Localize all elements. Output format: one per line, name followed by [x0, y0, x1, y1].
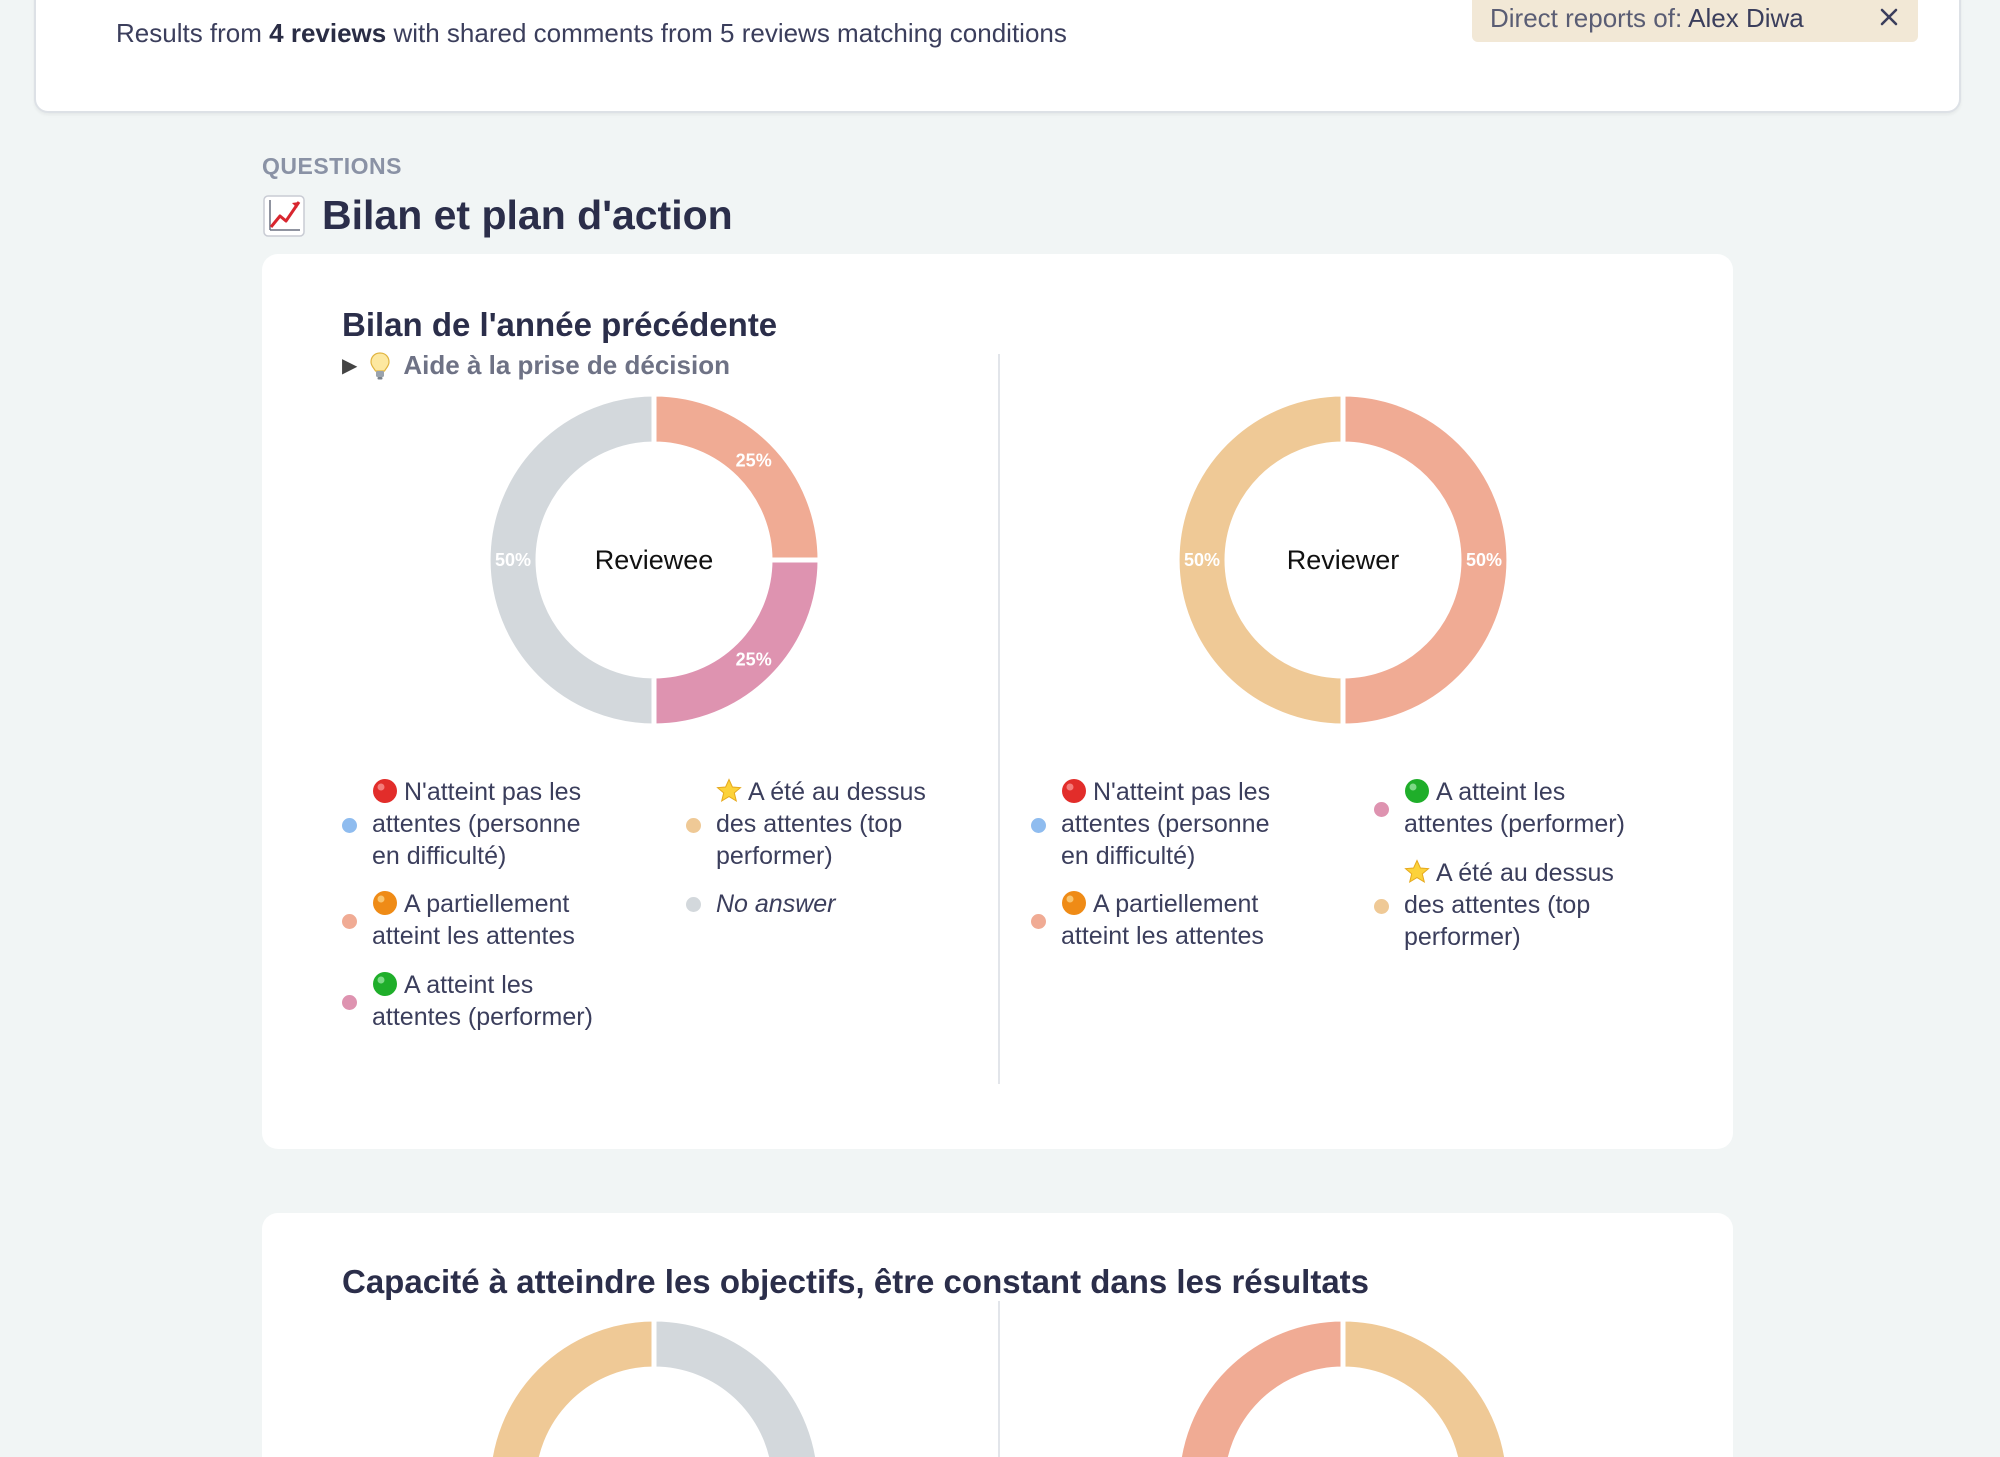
legend-dot — [1031, 818, 1046, 833]
legend-item: A atteint les attentes (performer) — [342, 969, 602, 1033]
legend-item: N'atteint pas les attentes (personne en … — [342, 776, 602, 872]
orange-circle-icon — [1062, 891, 1086, 915]
question-card: Capacité à atteindre les objectifs, être… — [262, 1213, 1733, 1457]
red-circle-icon — [1062, 779, 1086, 803]
legend-dot — [686, 818, 701, 833]
legend-item: A été au dessus des attentes (top perfor… — [686, 776, 946, 872]
green-circle-icon — [373, 972, 397, 996]
donut-segment — [487, 1317, 657, 1457]
slice-label: 50% — [495, 550, 531, 570]
slice-label: 50% — [1184, 550, 1220, 570]
filter-chip[interactable]: Direct reports of: Alex Diwa — [1472, 0, 1918, 42]
question-title: Capacité à atteindre les objectifs, être… — [342, 1263, 1370, 1300]
slice-label: 25% — [736, 650, 772, 670]
results-summary: Results from 4 reviews with shared comme… — [116, 18, 1067, 48]
legend-item: A atteint les attentes (performer) — [1374, 776, 1634, 840]
section-title: Bilan et plan d'action — [262, 192, 733, 239]
legend-item: A partiellement atteint les attentes — [342, 888, 602, 952]
question-card: Bilan de l'année précédente ▶ Aide à la … — [262, 254, 1733, 1149]
caret-right-icon: ▶ — [342, 355, 358, 377]
decision-help-toggle[interactable]: ▶ Aide à la prise de décision — [342, 350, 730, 380]
legend-dot — [342, 914, 357, 929]
donut-segment[interactable] — [651, 557, 822, 728]
filter-label: Direct reports of: — [1490, 2, 1683, 33]
reviewee-donut-chart-partial — [487, 1317, 821, 1457]
donut-center-label: Reviewee — [595, 545, 714, 575]
legend-item: N'atteint pas les attentes (personne en … — [1031, 776, 1291, 872]
orange-circle-icon — [373, 891, 397, 915]
results-bar: Results from 4 reviews with shared comme… — [34, 0, 1961, 113]
chart-increasing-icon — [263, 194, 305, 237]
star-icon — [1404, 859, 1430, 884]
divider — [998, 1301, 1000, 1457]
donut-segment — [1340, 1317, 1510, 1457]
red-circle-icon — [373, 779, 397, 803]
legend-dot — [342, 818, 357, 833]
divider — [998, 354, 1000, 1084]
star-icon — [716, 778, 742, 803]
donut-segment[interactable] — [1175, 392, 1346, 728]
legend-dot — [686, 897, 701, 912]
legend-dot — [1374, 899, 1389, 914]
legend-item: A été au dessus des attentes (top perfor… — [1374, 857, 1634, 953]
reviewer-donut-chart: 50% 50% Reviewer — [1175, 392, 1511, 728]
reviewee-donut-chart: 25% 25% 50% Reviewee — [486, 392, 822, 728]
filter-value: Alex Diwa — [1688, 2, 1804, 33]
donut-segment — [1176, 1317, 1346, 1457]
legend-dot — [1374, 802, 1389, 817]
donut-segment[interactable] — [651, 392, 822, 563]
question-title: Bilan de l'année précédente — [342, 306, 778, 343]
donut-segment[interactable] — [1340, 392, 1511, 728]
legend-dot — [342, 995, 357, 1010]
donut-center-label: Reviewer — [1287, 545, 1400, 575]
close-icon[interactable] — [1874, 2, 1904, 32]
slice-label: 25% — [736, 450, 772, 470]
lightbulb-icon — [370, 351, 390, 379]
legend-item: No answer — [686, 888, 946, 920]
legend-dot — [1031, 914, 1046, 929]
donut-segment[interactable] — [486, 392, 657, 728]
section-label: QUESTIONS — [262, 153, 402, 179]
green-circle-icon — [1405, 779, 1429, 803]
reviewer-donut-chart-partial — [1176, 1317, 1510, 1457]
slice-label: 50% — [1466, 550, 1502, 570]
legend-item: A partiellement atteint les attentes — [1031, 888, 1291, 952]
donut-segment — [651, 1317, 821, 1457]
